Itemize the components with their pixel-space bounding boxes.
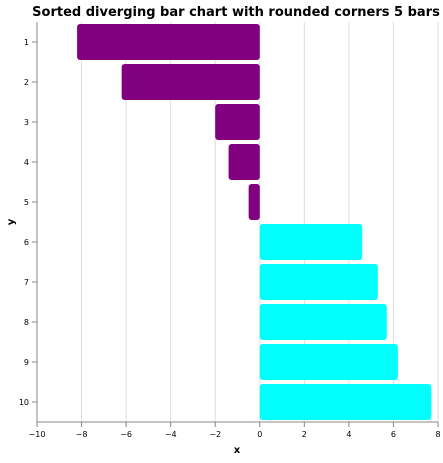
y-axis-title: y [6, 218, 17, 225]
axes: −10 −8 −6 −4 −2 0 2 4 6 8 1 2 3 4 5 6 7 8 9 10 [19, 22, 441, 439]
x-tick-label: 8 [435, 430, 440, 439]
y-tick-label: 2 [24, 78, 29, 87]
x-tick-label: −10 [29, 430, 46, 439]
y-tick-label: 10 [19, 398, 29, 407]
bar [77, 24, 260, 60]
y-tick-label: 3 [24, 118, 29, 127]
y-tick-label: 7 [24, 278, 29, 287]
y-tick-label: 6 [24, 238, 29, 247]
y-tick-label: 1 [24, 38, 29, 47]
x-axis-title: x [234, 445, 241, 456]
y-tick-label: 4 [24, 158, 29, 167]
x-tick-label: 0 [257, 430, 262, 439]
bar [259, 304, 387, 340]
bar [259, 384, 432, 420]
bar [259, 344, 398, 380]
bar [228, 144, 260, 180]
bars [77, 24, 432, 420]
x-tick-label: 2 [302, 430, 307, 439]
x-tick-label: 4 [346, 430, 351, 439]
x-tick-label: 6 [391, 430, 396, 439]
y-tick-label: 9 [24, 358, 29, 367]
bar [248, 184, 260, 220]
x-tick-label: −2 [209, 430, 221, 439]
y-tick-label: 5 [24, 198, 29, 207]
bar [215, 104, 260, 140]
x-tick-label: −6 [120, 430, 132, 439]
x-tick-label: −4 [165, 430, 177, 439]
bar [259, 224, 363, 260]
chart-title: Sorted diverging bar chart with rounded … [32, 5, 440, 20]
bar [259, 264, 378, 300]
bar [121, 64, 260, 100]
x-tick-label: −8 [76, 430, 88, 439]
y-tick-label: 8 [24, 318, 29, 327]
